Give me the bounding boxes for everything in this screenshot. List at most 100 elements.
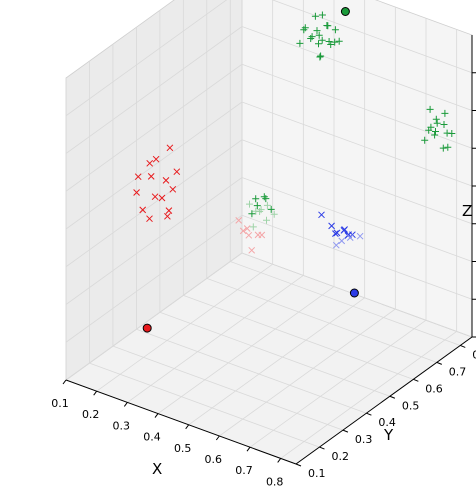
data-point	[432, 128, 439, 135]
grid-line	[188, 297, 365, 426]
data-point	[248, 246, 256, 254]
grid-line	[241, 139, 473, 225]
data-point	[328, 222, 335, 230]
y-tick-mark	[413, 378, 419, 382]
grid-line	[241, 214, 473, 300]
data-point	[296, 39, 304, 47]
data-point	[333, 229, 341, 237]
data-point	[443, 129, 451, 137]
x-tick-mark	[185, 424, 190, 430]
data-point	[270, 210, 278, 218]
data-point	[146, 215, 153, 223]
data-point	[338, 237, 346, 245]
data-point	[315, 31, 323, 39]
data-point	[258, 231, 266, 239]
data-point	[332, 230, 339, 237]
data-point	[262, 195, 270, 203]
data-point	[318, 11, 326, 19]
data-point	[432, 115, 440, 123]
data-point	[243, 225, 251, 232]
data-point	[142, 323, 152, 333]
grid-line	[65, 139, 243, 268]
y-tick-label: 0.6	[425, 382, 443, 395]
data-point	[134, 173, 142, 181]
data-point	[433, 119, 441, 127]
data-point	[335, 37, 343, 45]
data-point	[133, 189, 140, 196]
data-point	[246, 200, 253, 208]
data-point	[431, 131, 439, 139]
y-tick-mark	[295, 463, 302, 467]
data-point	[311, 12, 319, 20]
data-point	[318, 36, 326, 44]
y-tick-mark	[436, 361, 442, 365]
y-tick-label: 0.1	[308, 467, 326, 480]
data-point	[253, 202, 261, 210]
y-tick-label: 0.3	[355, 433, 373, 446]
y-tick-label: 0.4	[378, 416, 396, 429]
x-tick-mark	[215, 435, 220, 441]
data-point	[147, 173, 155, 180]
data-point	[308, 33, 316, 41]
x-tick-label: 0.4	[143, 431, 161, 444]
data-point	[440, 121, 448, 128]
z-axis-label: Z	[462, 202, 472, 220]
x-tick-label: 0.7	[235, 464, 253, 477]
data-point	[166, 144, 174, 152]
grid-line	[112, 345, 344, 431]
data-point	[257, 206, 265, 214]
y-tick-mark	[389, 395, 396, 399]
y-tick-mark	[319, 446, 325, 450]
grid-line	[157, 286, 335, 414]
x-tick-mark	[123, 402, 128, 407]
data-point	[325, 38, 333, 45]
y-tick-label: 0.2	[332, 450, 350, 463]
x-tick-mark	[62, 379, 67, 385]
axis-panes	[65, 0, 473, 465]
y-axis-line	[295, 336, 473, 465]
grid-line	[65, 0, 228, 117]
grid-line	[65, 101, 243, 230]
data-point	[260, 193, 268, 201]
data-point	[426, 105, 434, 113]
grid-line	[127, 275, 304, 403]
grid-line	[136, 328, 367, 414]
data-point	[165, 207, 173, 214]
data-point	[252, 207, 260, 215]
grid-line	[159, 311, 391, 397]
data-point	[444, 143, 452, 151]
x-tick-mark	[246, 446, 251, 452]
data-point	[245, 231, 253, 239]
grid-line	[65, 214, 243, 343]
x-tick-label: 0.3	[113, 419, 131, 432]
data-point	[158, 194, 166, 202]
y-axis-label: Y	[383, 426, 394, 444]
x-tick-label: 0.8	[266, 475, 284, 488]
grid-line	[241, 101, 473, 187]
grid-line	[89, 362, 320, 448]
data-point	[439, 144, 447, 152]
data-point	[146, 159, 154, 167]
grid-line	[249, 319, 427, 448]
data-point	[252, 195, 260, 203]
grid-line	[280, 331, 457, 459]
x-tick-label: 0.2	[82, 408, 100, 421]
data-point	[235, 217, 243, 224]
data-point	[173, 168, 181, 176]
data-point	[315, 40, 322, 48]
x-tick-mark	[154, 413, 159, 418]
data-point	[263, 201, 271, 209]
data-point	[427, 123, 435, 131]
data-point	[267, 205, 275, 213]
data-point	[349, 288, 359, 298]
x-tick-label: 0.5	[174, 442, 192, 455]
data-point	[152, 155, 160, 163]
grid-line	[183, 294, 414, 380]
data-point	[356, 232, 364, 240]
data-point	[301, 24, 309, 32]
x-axis-label: X	[152, 460, 162, 478]
x-tick-mark	[93, 390, 98, 396]
data-point	[327, 41, 335, 48]
y-tick-label: 0.7	[449, 365, 467, 378]
data-point	[421, 136, 429, 144]
